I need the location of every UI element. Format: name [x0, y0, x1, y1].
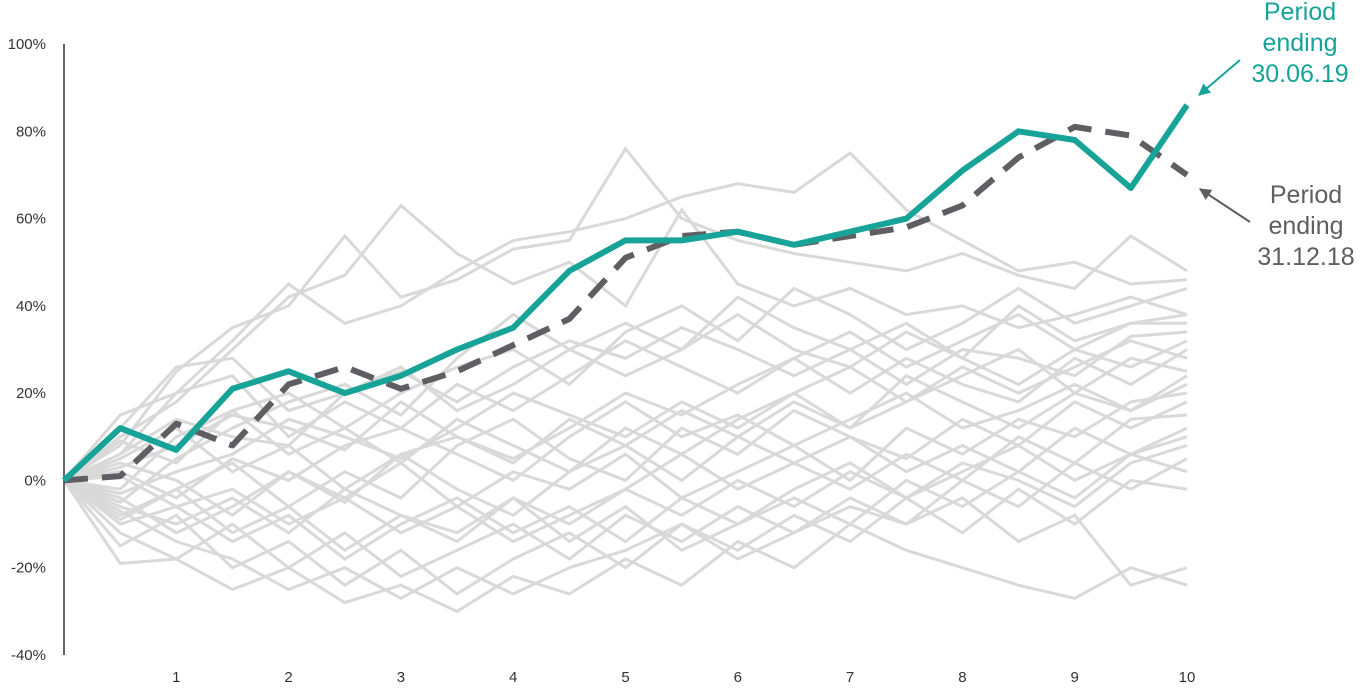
background-series-line-12	[63, 435, 1188, 561]
y-tick-label: 80%	[16, 123, 46, 140]
y-tick-label: -20%	[11, 560, 46, 577]
background-series-line-6	[63, 348, 1188, 482]
background-series-line-7	[63, 347, 1188, 496]
x-tick-label: 7	[846, 669, 854, 686]
annotation-31-12-18: Period ending 31.12.18	[1257, 181, 1354, 271]
background-series-line-2	[63, 146, 1188, 482]
background-series-line-24	[63, 286, 1188, 482]
background-series-line-9	[63, 400, 1188, 518]
background-series-line-5	[63, 326, 1188, 482]
background-series-line-13	[62, 457, 1188, 579]
x-tick-label: 6	[734, 669, 742, 686]
x-tick-label: 1	[172, 669, 180, 686]
x-tick-label: 10	[1179, 669, 1196, 686]
background-series-line-23	[63, 373, 1188, 492]
y-tick-label: 20%	[16, 385, 46, 402]
annotations-group: Period ending 30.06.19 Period ending 31.12.18	[1198, 0, 1355, 271]
y-tick-label: 100%	[8, 36, 46, 53]
background-series-line-3	[63, 203, 1188, 482]
background-series-line-19	[63, 339, 1188, 491]
x-tick-label: 2	[284, 669, 292, 686]
background-series-line-1	[62, 151, 1188, 482]
background-series-line-14	[62, 478, 1188, 596]
x-tick-label: 9	[1071, 669, 1079, 686]
x-tick-label: 5	[621, 669, 629, 686]
annotation-30-06-19: Period ending 30.06.19	[1251, 0, 1348, 88]
x-tick-label: 8	[958, 669, 966, 686]
background-series-line-17	[62, 312, 1188, 482]
y-tick-label: 60%	[16, 211, 46, 228]
y-tick-label: -40%	[11, 647, 46, 664]
background-series-line-18	[63, 312, 1188, 482]
background-series-line-21	[63, 444, 1188, 544]
x-tick-label: 3	[397, 669, 405, 686]
background-series-line-20	[63, 391, 1188, 535]
x-tick-label: 4	[509, 669, 517, 686]
series-line-dashed	[63, 123, 1189, 484]
annotation-31-12-18-arrow	[1198, 188, 1251, 223]
y-tick-label: 0%	[24, 472, 46, 489]
highlight-series-group	[61, 103, 1190, 484]
y-tick-label: 40%	[16, 298, 46, 315]
background-series-line-10	[63, 413, 1188, 518]
axes-group: 100% 80% 60% 40% 20% 0% -20% -40% 1 2 3 4 5 6 7 8 9 10	[8, 36, 1196, 686]
background-series-line-15	[62, 479, 1188, 614]
annotation-30-06-19-arrow	[1198, 59, 1241, 96]
background-series-line-22	[63, 452, 1188, 553]
background-series-line-16	[63, 479, 1188, 601]
background-series-line-8	[63, 382, 1188, 500]
background-series-group	[62, 146, 1188, 614]
series-line-highlight	[61, 103, 1190, 483]
